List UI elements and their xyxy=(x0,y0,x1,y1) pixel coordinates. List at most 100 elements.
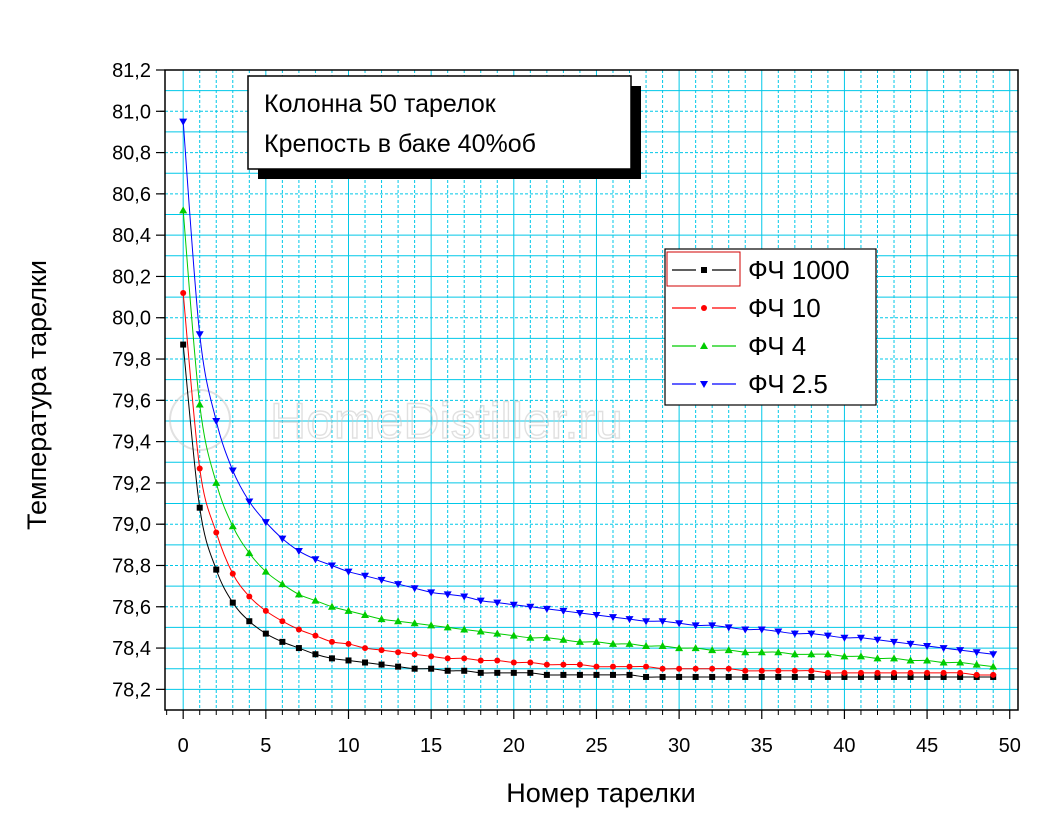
data-point xyxy=(278,535,287,543)
data-point xyxy=(493,599,502,607)
x-tick-label: 0 xyxy=(178,735,189,757)
data-point xyxy=(708,622,717,630)
legend-marker xyxy=(701,267,707,273)
plot-frame xyxy=(164,69,1019,711)
data-point xyxy=(907,673,914,680)
data-point xyxy=(692,665,699,672)
data-point xyxy=(245,498,254,506)
data-point xyxy=(345,657,352,664)
data-point xyxy=(708,646,717,654)
data-point xyxy=(874,669,881,676)
data-point xyxy=(891,669,898,676)
x-tick-label: 15 xyxy=(420,735,442,757)
data-point xyxy=(940,669,947,676)
data-point xyxy=(890,654,899,662)
y-tick-label: 80,0 xyxy=(112,308,151,330)
data-point xyxy=(609,663,616,670)
data-point xyxy=(643,663,650,670)
axis-ticks: 0 5 10 15 20 25 30 35 40 45 50 78,2 78,4 78,6 78,8 79,0… xyxy=(112,60,1021,757)
y-tick-label: 80,4 xyxy=(112,225,151,247)
data-point xyxy=(643,673,650,680)
data-point xyxy=(279,618,286,625)
data-point xyxy=(362,645,369,652)
data-point xyxy=(659,673,666,680)
data-point xyxy=(377,576,386,584)
x-tick-label: 5 xyxy=(260,735,271,757)
data-point xyxy=(444,667,451,674)
y-tick-label: 80,6 xyxy=(112,184,151,206)
x-tick-label: 50 xyxy=(999,735,1021,757)
data-point xyxy=(460,593,469,601)
data-point xyxy=(576,671,583,678)
data-point xyxy=(328,655,335,662)
data-point xyxy=(543,661,550,668)
data-point xyxy=(212,417,221,425)
data-point xyxy=(509,631,518,639)
data-point xyxy=(757,648,766,656)
data-point xyxy=(410,619,419,627)
data-point xyxy=(378,661,385,668)
data-point xyxy=(180,289,187,296)
data-point xyxy=(295,626,302,633)
data-point xyxy=(575,637,584,645)
legend-marker xyxy=(700,381,708,388)
data-point xyxy=(362,659,369,666)
data-point xyxy=(229,570,236,577)
data-point xyxy=(494,657,501,664)
data-point xyxy=(592,637,601,645)
data-point xyxy=(294,590,303,598)
y-tick-label: 79,4 xyxy=(112,432,151,454)
data-point xyxy=(510,669,517,676)
data-point xyxy=(676,665,683,672)
data-point xyxy=(311,596,320,604)
data-point xyxy=(957,673,964,680)
data-point xyxy=(575,609,584,617)
x-tick-label: 35 xyxy=(751,735,773,757)
data-point xyxy=(758,673,765,680)
legend-label: ФЧ 10 xyxy=(748,293,821,323)
data-point xyxy=(460,625,469,633)
data-point xyxy=(676,673,683,680)
data-point xyxy=(741,626,750,634)
data-point xyxy=(907,669,914,676)
data-point xyxy=(361,611,370,619)
data-point xyxy=(180,341,187,348)
data-point xyxy=(229,599,236,606)
data-point xyxy=(774,648,783,656)
data-point xyxy=(775,673,782,680)
data-point xyxy=(724,624,733,632)
data-point xyxy=(741,648,750,656)
data-point xyxy=(195,400,204,408)
data-point xyxy=(989,651,998,659)
y-tick-label: 80,2 xyxy=(112,266,151,288)
data-point xyxy=(345,640,352,647)
data-point xyxy=(477,669,484,676)
data-point xyxy=(542,633,551,641)
data-point xyxy=(608,639,617,647)
data-point xyxy=(973,671,980,678)
data-point xyxy=(576,661,583,668)
data-point xyxy=(228,522,237,530)
annotation-frame xyxy=(247,75,632,170)
data-point xyxy=(246,618,253,625)
data-point xyxy=(691,644,700,652)
data-point xyxy=(312,651,319,658)
y-tick-label: 79,2 xyxy=(112,473,151,495)
data-point xyxy=(658,642,667,649)
data-point xyxy=(213,566,220,573)
x-tick-label: 25 xyxy=(585,735,607,757)
data-point xyxy=(626,663,633,670)
data-point xyxy=(856,652,865,660)
data-point xyxy=(312,632,319,639)
y-tick-label: 78,8 xyxy=(112,555,151,577)
data-point xyxy=(840,652,849,660)
data-point xyxy=(328,638,335,645)
data-point xyxy=(972,649,981,657)
data-point xyxy=(923,643,932,650)
data-point xyxy=(526,633,535,641)
data-point xyxy=(294,548,303,556)
x-tick-label: 40 xyxy=(833,735,855,757)
data-point xyxy=(395,663,402,670)
data-point xyxy=(691,622,700,630)
data-point xyxy=(246,593,253,600)
